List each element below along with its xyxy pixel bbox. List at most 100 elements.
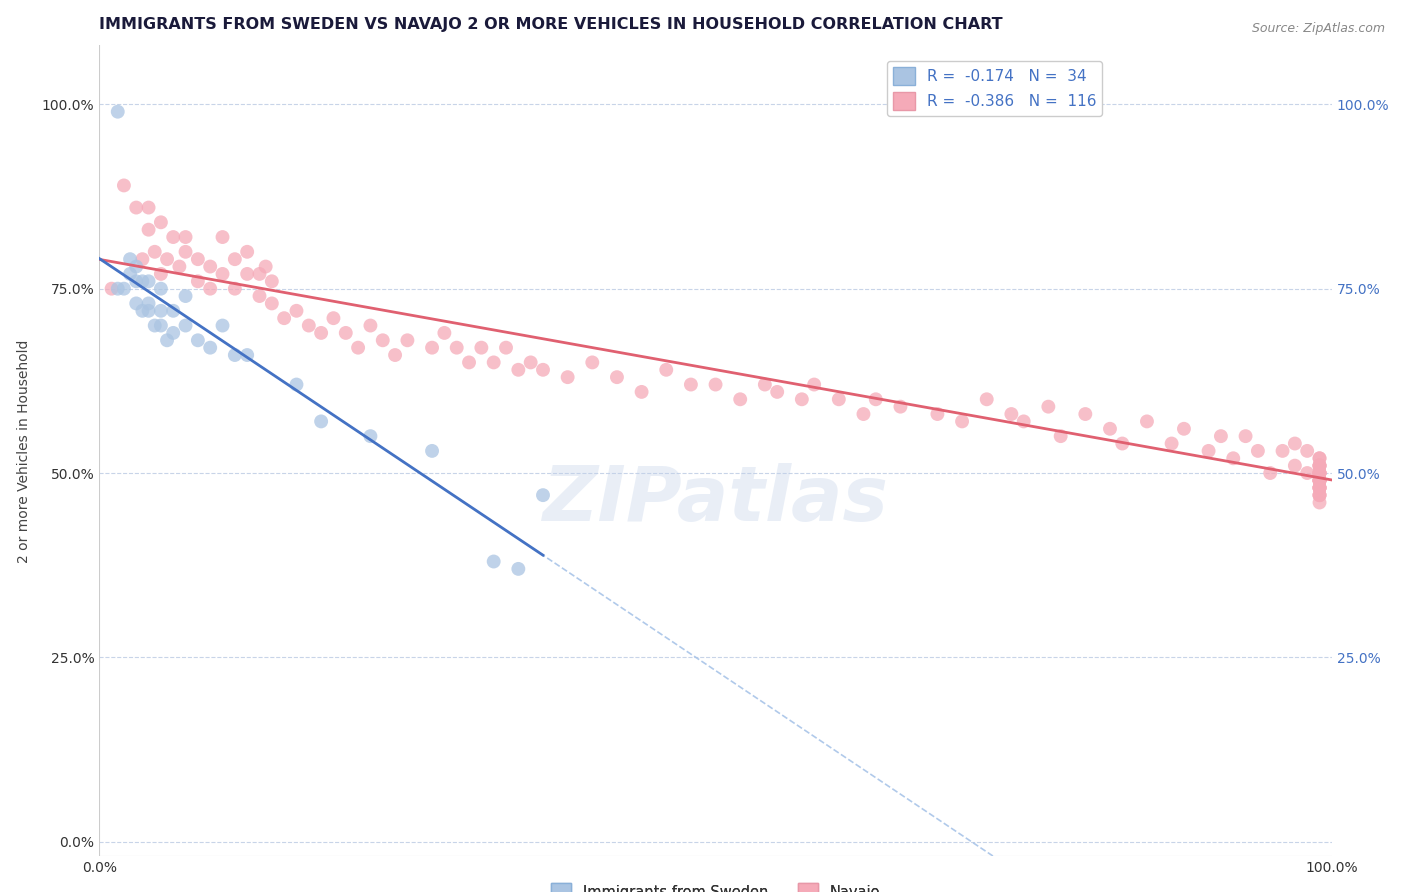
Point [187, 333, 209, 347]
Point [187, 274, 209, 288]
Point [1308, 474, 1330, 488]
Point [156, 252, 179, 267]
Point [927, 407, 949, 421]
Point [162, 230, 184, 244]
Point [211, 267, 233, 281]
Point [1000, 407, 1022, 421]
Point [1271, 443, 1294, 458]
Point [655, 363, 678, 377]
Point [138, 296, 160, 310]
Point [1222, 451, 1244, 466]
Point [852, 407, 875, 421]
Point [198, 282, 221, 296]
Point [138, 201, 160, 215]
Point [1308, 474, 1330, 488]
Point [224, 252, 246, 267]
Point [100, 282, 122, 296]
Point [1308, 458, 1330, 473]
Point [260, 296, 283, 310]
Point [728, 392, 751, 407]
Point [236, 348, 259, 362]
Point [131, 274, 153, 288]
Point [347, 341, 370, 355]
Point [1308, 488, 1330, 502]
Point [754, 377, 776, 392]
Point [1308, 466, 1330, 480]
Point [309, 326, 332, 340]
Point [107, 282, 129, 296]
Point [433, 326, 456, 340]
Point [125, 260, 148, 274]
Point [125, 274, 148, 288]
Point [249, 289, 271, 303]
Point [1308, 451, 1330, 466]
Point [174, 289, 197, 303]
Point [211, 230, 233, 244]
Point [396, 333, 419, 347]
Point [704, 377, 727, 392]
Point [1284, 458, 1306, 473]
Point [1049, 429, 1071, 443]
Point [1160, 436, 1182, 450]
Point [1258, 466, 1281, 480]
Point [1296, 443, 1319, 458]
Point [359, 429, 381, 443]
Point [790, 392, 813, 407]
Point [149, 215, 172, 229]
Point [156, 333, 179, 347]
Point [125, 201, 148, 215]
Point [112, 178, 135, 193]
Point [211, 318, 233, 333]
Point [482, 355, 505, 369]
Text: ZIPatlas: ZIPatlas [543, 463, 889, 537]
Point [508, 562, 530, 576]
Point [138, 303, 160, 318]
Point [1308, 458, 1330, 473]
Point [1308, 474, 1330, 488]
Point [1308, 458, 1330, 473]
Point [149, 282, 172, 296]
Point [1234, 429, 1257, 443]
Point [1308, 466, 1330, 480]
Point [174, 244, 197, 259]
Point [120, 267, 142, 281]
Point [236, 244, 259, 259]
Legend: Immigrants from Sweden, Navajo: Immigrants from Sweden, Navajo [546, 878, 886, 892]
Point [249, 267, 271, 281]
Point [143, 318, 166, 333]
Point [557, 370, 579, 384]
Point [1308, 481, 1330, 495]
Point [531, 363, 554, 377]
Point [162, 326, 184, 340]
Point [1308, 466, 1330, 480]
Point [1074, 407, 1097, 421]
Point [1308, 474, 1330, 488]
Text: Source: ZipAtlas.com: Source: ZipAtlas.com [1251, 22, 1385, 36]
Point [1308, 466, 1330, 480]
Point [1284, 436, 1306, 450]
Point [508, 363, 530, 377]
Point [1308, 474, 1330, 488]
Point [606, 370, 628, 384]
Text: IMMIGRANTS FROM SWEDEN VS NAVAJO 2 OR MORE VEHICLES IN HOUSEHOLD CORRELATION CHA: IMMIGRANTS FROM SWEDEN VS NAVAJO 2 OR MO… [100, 17, 1002, 32]
Point [581, 355, 603, 369]
Point [1038, 400, 1060, 414]
Point [1308, 481, 1330, 495]
Point [679, 377, 702, 392]
Point [187, 252, 209, 267]
Point [495, 341, 517, 355]
Point [224, 348, 246, 362]
Point [131, 303, 153, 318]
Point [285, 303, 308, 318]
Point [1308, 466, 1330, 480]
Y-axis label: 2 or more Vehicles in Household: 2 or more Vehicles in Household [17, 339, 31, 563]
Point [1308, 495, 1330, 509]
Point [254, 260, 277, 274]
Point [950, 414, 973, 428]
Point [120, 252, 142, 267]
Point [766, 384, 789, 399]
Point [149, 318, 172, 333]
Point [384, 348, 406, 362]
Point [162, 303, 184, 318]
Point [420, 443, 443, 458]
